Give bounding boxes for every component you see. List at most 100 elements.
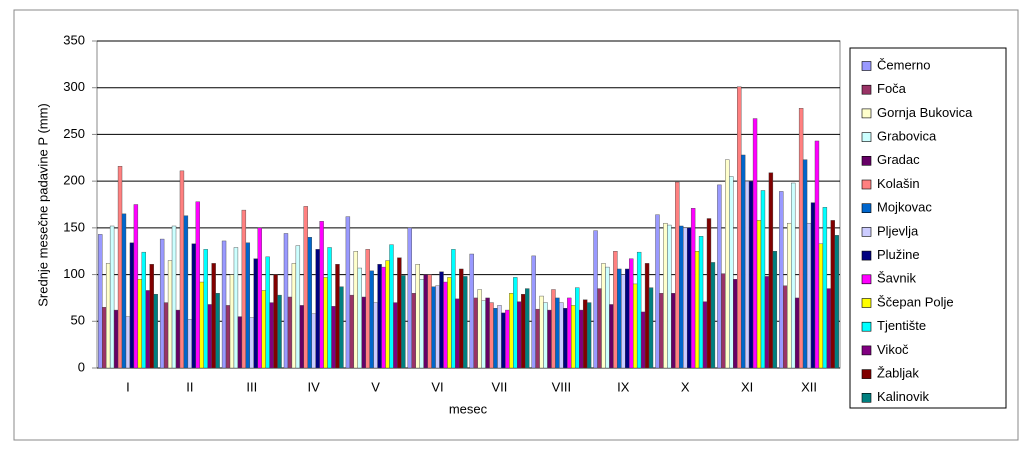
legend-label: Čemerno: [877, 57, 930, 72]
bar: [315, 249, 320, 369]
legend-label: Kalinovik: [877, 389, 930, 404]
bar: [814, 140, 820, 369]
bar: [531, 255, 536, 369]
bar: [377, 264, 382, 369]
bar: [648, 287, 654, 369]
x-tick-label: IX: [617, 379, 630, 394]
legend-label: Mojkovac: [877, 200, 932, 215]
bar: [621, 274, 626, 369]
bar: [547, 309, 552, 369]
bar: [473, 297, 478, 369]
y-tick-label: 100: [63, 266, 85, 281]
bar: [221, 240, 227, 369]
bar: [659, 293, 664, 369]
bar: [389, 244, 394, 369]
bar: [149, 264, 154, 369]
y-tick-label: 150: [63, 219, 85, 234]
bar: [229, 274, 235, 369]
bar: [535, 308, 540, 369]
bar: [137, 279, 143, 369]
bar: [543, 302, 548, 369]
x-axis-title: mesec: [449, 401, 488, 416]
bar: [381, 266, 386, 369]
bar: [787, 222, 792, 369]
x-tick-label: VI: [431, 379, 443, 394]
bar: [407, 227, 412, 369]
bar: [273, 274, 278, 369]
bar: [539, 295, 544, 369]
y-tick-label: 350: [63, 32, 85, 47]
bar: [233, 247, 239, 369]
legend-swatch: [861, 369, 872, 379]
bar: [489, 302, 494, 369]
bar: [102, 307, 107, 369]
bar: [629, 258, 634, 369]
bar: [768, 172, 774, 369]
legend-label: Šavnik: [877, 271, 917, 286]
bar: [331, 306, 336, 369]
legend-swatch: [861, 321, 872, 332]
bar: [575, 287, 580, 369]
bar: [798, 108, 804, 369]
bar: [327, 247, 332, 369]
bar: [345, 216, 351, 369]
bar: [683, 227, 688, 369]
bar: [295, 245, 301, 369]
bar: [601, 263, 606, 369]
plot-area: [96, 40, 841, 369]
y-tick-label: 50: [71, 313, 85, 328]
bar: [644, 263, 650, 369]
legend-label: Žabljak: [877, 366, 919, 381]
bar: [717, 184, 722, 369]
legend: [849, 47, 1007, 409]
bar: [287, 296, 293, 369]
x-tick-label: XII: [801, 379, 817, 394]
legend-label: Gradac: [877, 152, 920, 167]
bar: [834, 235, 839, 369]
bar: [802, 159, 808, 369]
bar: [826, 288, 832, 369]
bar: [748, 180, 754, 369]
bar: [675, 181, 680, 369]
bar: [349, 294, 355, 369]
bar: [159, 238, 165, 369]
legend-label: Plužine: [877, 247, 920, 262]
legend-swatch: [861, 61, 872, 71]
bar: [752, 118, 758, 369]
bar: [191, 243, 197, 369]
bar: [571, 305, 576, 369]
legend-label: Gornja Bukovica: [877, 105, 973, 120]
bar: [625, 268, 630, 369]
bar: [253, 258, 258, 369]
x-tick-label: XI: [741, 379, 753, 394]
bar: [663, 222, 668, 369]
bar: [679, 225, 684, 369]
bar: [435, 285, 440, 369]
x-tick-label: X: [681, 379, 690, 394]
bar: [632, 283, 638, 369]
bar: [109, 225, 115, 369]
legend-label: Kolašin: [877, 176, 920, 191]
bar: [443, 281, 448, 369]
legend-label: Vikoč: [877, 342, 909, 357]
bar: [582, 299, 588, 369]
bar: [706, 218, 712, 369]
bar: [105, 263, 111, 369]
bar: [694, 251, 700, 369]
bar: [451, 249, 456, 369]
bar: [385, 260, 390, 369]
bar: [245, 242, 251, 369]
bar: [636, 251, 642, 369]
bar: [779, 191, 784, 369]
bar: [521, 293, 526, 369]
y-tick-label: 200: [63, 173, 85, 188]
bar: [760, 190, 766, 369]
bar: [419, 279, 424, 369]
bar: [311, 313, 316, 369]
bar: [369, 270, 374, 369]
bar: [830, 220, 835, 369]
bar: [175, 309, 181, 369]
y-tick-label: 0: [78, 359, 85, 374]
bar: [373, 302, 378, 369]
